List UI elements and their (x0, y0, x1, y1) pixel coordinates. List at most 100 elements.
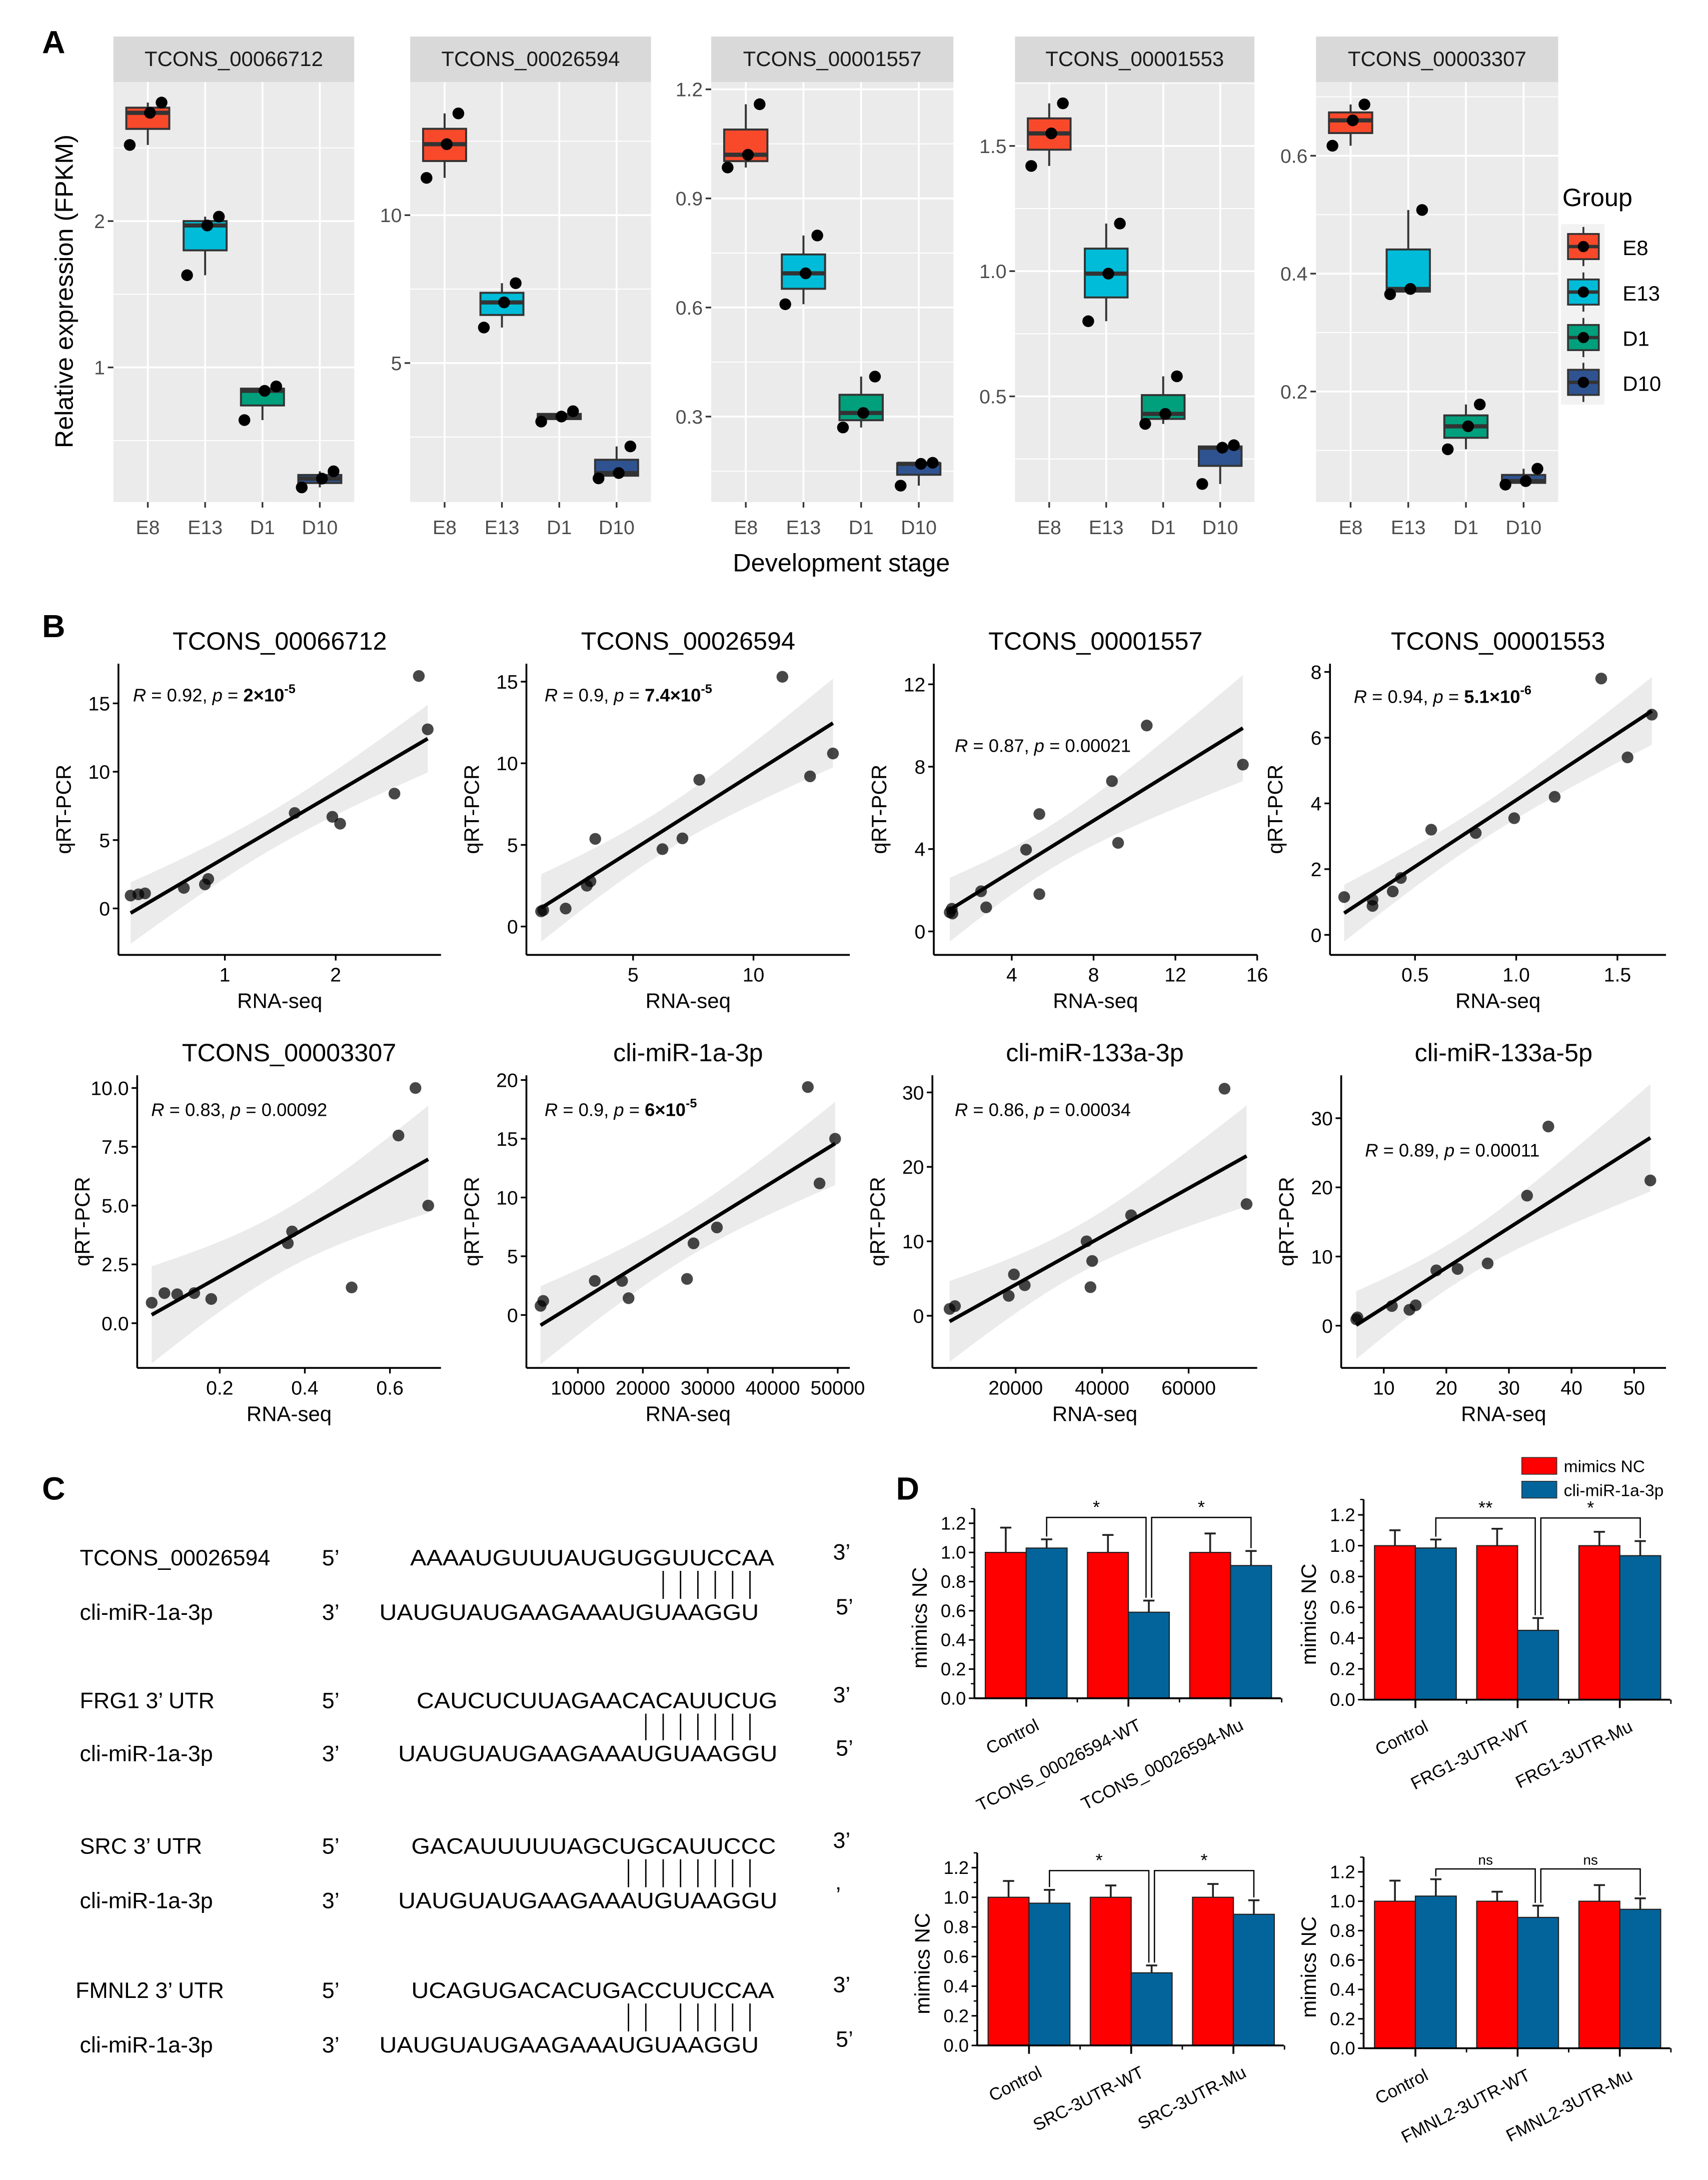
box-E8 (1025, 97, 1072, 172)
data-point (1019, 1279, 1031, 1291)
facet-panel (1015, 82, 1255, 502)
data-point (1346, 114, 1359, 127)
data-point (676, 832, 689, 845)
data-point (1086, 1255, 1098, 1267)
x-tick-label: 30000 (681, 1377, 735, 1399)
data-point (498, 296, 510, 309)
y-tick-label: 0 (1311, 925, 1322, 946)
data-point (1386, 885, 1399, 898)
y-axis-title: mimics NC (908, 1567, 931, 1668)
significance-label: * (1093, 1497, 1100, 1517)
x-tick-label: D1 (1151, 517, 1176, 539)
x-tick-label: 40000 (746, 1377, 800, 1399)
significance-label: ns (1478, 1852, 1493, 1868)
significance-bracket (1049, 1870, 1150, 1963)
data-point (286, 1225, 298, 1238)
scatter-plot-1: TCONS_00026594 5 10 0 5 10 15 RNA-seq qRT-PCR R =… (460, 627, 850, 1013)
data-point (1644, 1174, 1656, 1187)
facet-title: TCONS_00001557 (743, 47, 922, 71)
y-tick-label: 1.5 (979, 136, 1006, 158)
y-tick-label: 1.0 (1330, 1891, 1355, 1911)
plot-title: cli-miR-1a-3p (613, 1038, 763, 1067)
x-tick-label: E13 (188, 517, 223, 539)
x-tick-label: 20 (1435, 1377, 1457, 1399)
data-point (346, 1281, 358, 1294)
data-point (1033, 888, 1045, 900)
data-point (693, 774, 705, 786)
x-axis-title: Development stage (733, 548, 950, 577)
data-point (624, 440, 637, 453)
y-tick-label: 10 (496, 1187, 518, 1209)
legend-label: mimics NC (1564, 1458, 1645, 1476)
y-tick-label: 0.6 (1330, 1950, 1355, 1970)
facet-2: TCONS_00001557 E8 E13 D1 D10 0.3 0.6 0.9 1.2 (676, 37, 954, 539)
data-point (388, 788, 401, 800)
data-point (1171, 370, 1183, 383)
x-tick-label: E8 (433, 517, 457, 539)
bar-legend: mimics NC cli-miR-1a-3p (1521, 1457, 1663, 1500)
x-tick-label: 4 (1006, 965, 1017, 986)
facet-strip (1316, 37, 1558, 83)
target-3prime: 3’ (833, 1540, 851, 1565)
data-point (156, 97, 168, 109)
y-tick-label: 1.2 (943, 1857, 969, 1878)
facet-strip (113, 37, 355, 83)
confidence-band (949, 675, 1243, 942)
y-tick-label: 0.3 (676, 407, 703, 428)
y-tick-label: 2 (1311, 859, 1322, 881)
data-point (1499, 479, 1511, 491)
data-point (1384, 288, 1396, 301)
data-point (1430, 1264, 1442, 1276)
data-point (422, 723, 434, 736)
data-point (289, 807, 301, 819)
regression-line (539, 1142, 836, 1327)
legend-item-D1: D1 (1567, 318, 1649, 358)
y-axis-title: mimics NC (1297, 1916, 1320, 2018)
scatter-plot-4: TCONS_00003307 0.2 0.4 0.6 0.0 2.5 5.0 7.5 10.0 R… (71, 1038, 441, 1426)
x-axis-title: RNA-seq (237, 989, 322, 1013)
data-point (811, 230, 823, 242)
data-point (202, 873, 215, 885)
significance-bracket (1153, 1870, 1255, 1963)
y-tick-label: 20 (902, 1157, 924, 1178)
p-value: 0.00021 (1065, 735, 1131, 756)
p-exponent: -5 (686, 1096, 697, 1110)
target-5prime: 5’ (322, 1833, 340, 1858)
mirna-5prime: ’ (836, 1882, 841, 1907)
y-tick-label: 4 (914, 839, 925, 861)
y-tick-label: 10 (88, 762, 110, 783)
x-tick-label: 12 (1164, 965, 1186, 986)
x-tick-label: E8 (136, 517, 160, 539)
x-tick-label: 1 (220, 965, 231, 986)
data-point (926, 457, 939, 469)
data-point (687, 1237, 700, 1249)
data-point (742, 149, 754, 161)
box-D10 (296, 465, 343, 494)
data-point (1102, 268, 1114, 280)
y-axis-title: qRT-PCR (1263, 765, 1287, 854)
y-axis-title: qRT-PCR (460, 765, 483, 854)
data-point (1125, 1209, 1137, 1221)
bar-mimics-nc (984, 1552, 1027, 1699)
significance-label: ** (1478, 1497, 1492, 1518)
plot-title: TCONS_00001557 (988, 627, 1202, 655)
panel-label-b: B (42, 608, 65, 644)
facet-panel (1316, 82, 1558, 502)
target-5prime: 5’ (322, 1978, 340, 2003)
bar-mirna (1232, 1913, 1275, 2046)
legend-swatch (1521, 1457, 1557, 1475)
data-point (779, 298, 791, 311)
y-axis-title: mimics NC (1297, 1563, 1320, 1665)
target-5prime: 5’ (322, 1545, 340, 1570)
r-label: R (133, 685, 146, 706)
y-tick-label: 30 (1311, 1108, 1333, 1130)
target-5prime: 5’ (322, 1688, 340, 1713)
data-point (1057, 97, 1069, 110)
plot-title: cli-miR-133a-3p (1006, 1038, 1184, 1067)
facet-title: TCONS_00066712 (145, 47, 323, 71)
y-tick-label: 0.9 (676, 189, 703, 210)
y-axis-title: mimics NC (911, 1913, 934, 2014)
y-axis-title: qRT-PCR (1274, 1177, 1298, 1266)
y-tick-label: 1.2 (941, 1513, 966, 1533)
